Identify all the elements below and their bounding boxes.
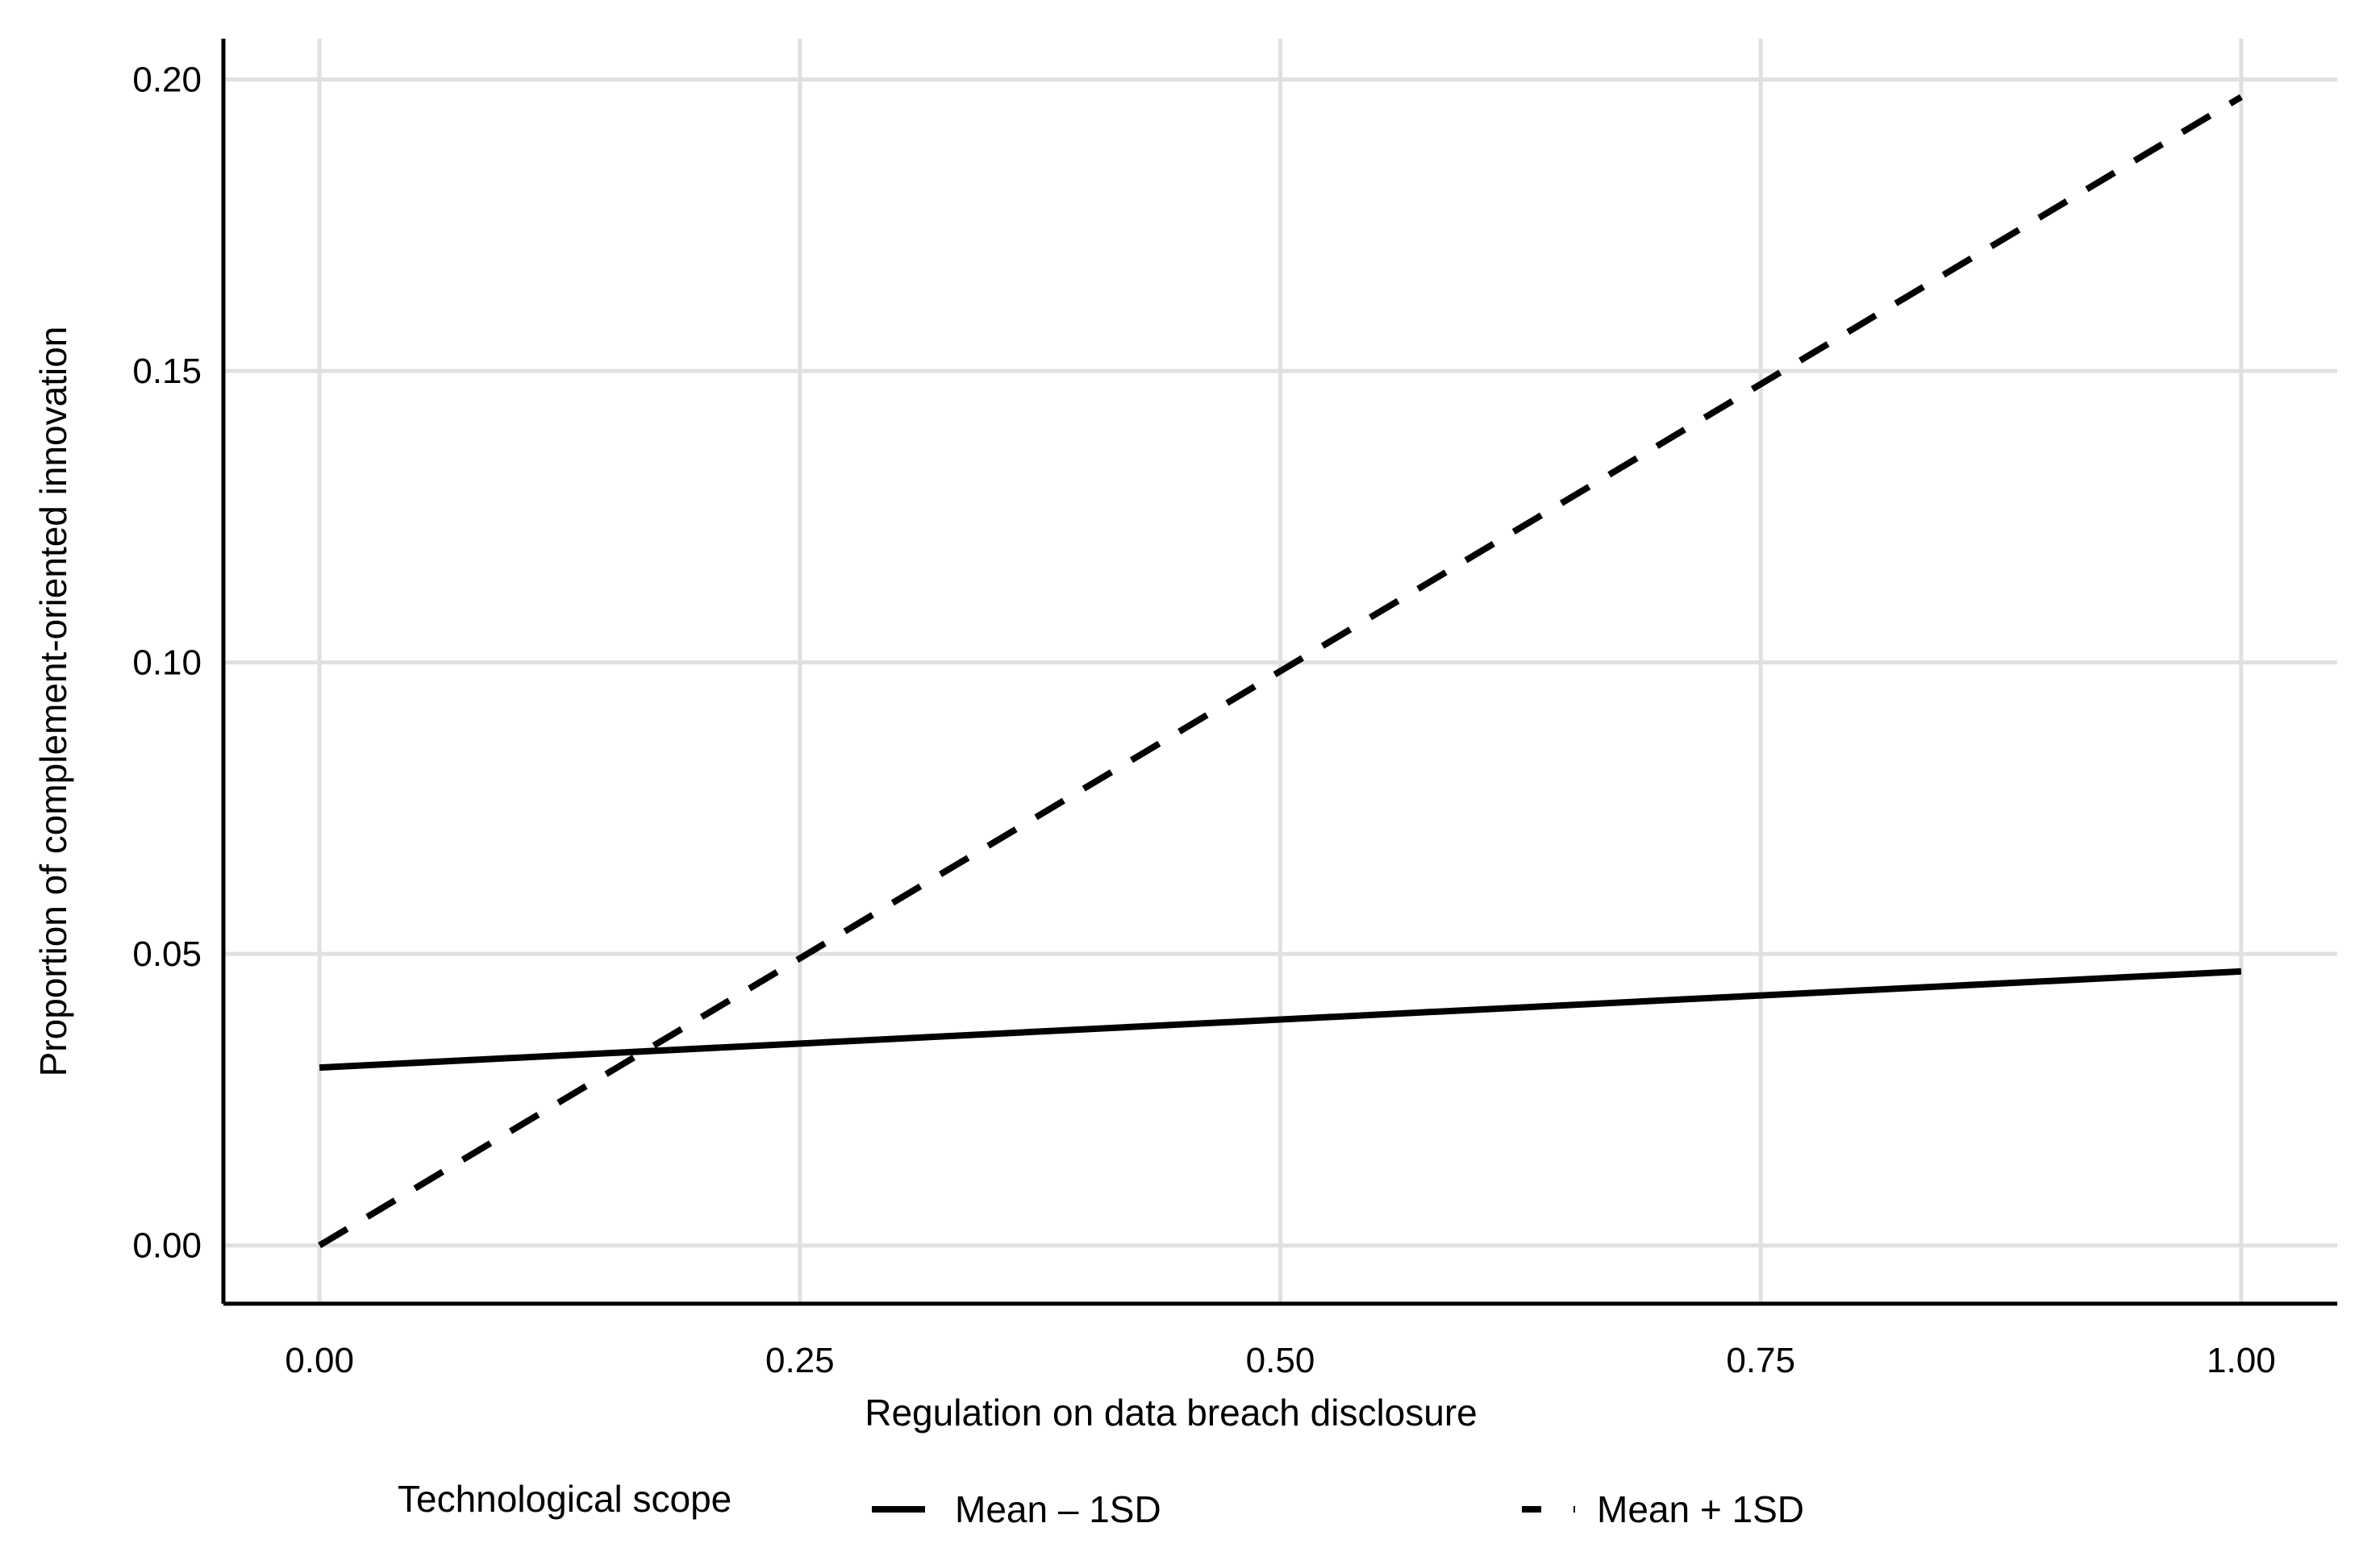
y-tick-label: 0.00 [132,1226,202,1266]
legend-title: Technological scope [398,1478,732,1520]
y-tick-label: 0.20 [132,60,202,100]
series-lines [318,94,2243,1249]
gridlines [223,39,2337,1304]
tick-labels: 0.00 0.25 0.50 0.75 1.00 0.00 0.05 0.10 0.15 0.20 [132,60,2275,1380]
x-tick-label: 0.00 [285,1341,354,1380]
x-tick-label: 0.25 [765,1341,835,1380]
series-line-mean-plus-1sd [318,94,2243,1249]
x-tick-label: 0.50 [1246,1341,1315,1380]
y-tick-label: 0.15 [132,352,202,391]
legend-items: Mean – 1SD Mean + 1SD [872,1488,1804,1530]
axes [221,39,2337,1306]
x-axis-title: Regulation on data breach disclosure [865,1392,1478,1434]
y-axis-title: Proportion of complement-oriented innova… [32,327,74,1077]
x-tick-label: 1.00 [2207,1341,2276,1380]
y-tick-label: 0.10 [132,643,202,683]
series-line-mean-minus-1sd [319,968,2242,1072]
legend: Technological scope Mean – 1SD Mean + 1SD [398,1478,1804,1530]
y-tick-label: 0.05 [132,934,202,974]
legend-label-0: Mean – 1SD [955,1488,1161,1530]
x-tick-label: 0.75 [1726,1341,1795,1380]
legend-label-1: Mean + 1SD [1597,1488,1804,1530]
